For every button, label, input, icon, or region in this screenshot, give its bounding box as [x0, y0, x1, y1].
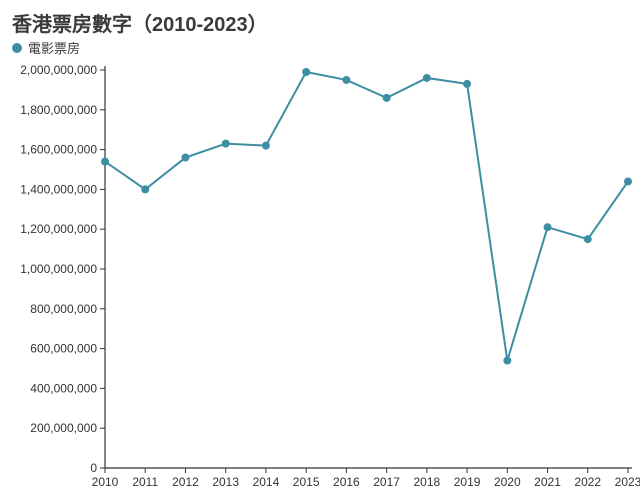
x-tick-label: 2023 — [615, 475, 640, 489]
data-point — [423, 74, 431, 82]
line-chart: 0 200,000,000 400,000,000 600,000,000 800,00… — [0, 0, 640, 501]
x-tick-label: 2020 — [494, 475, 521, 489]
x-tick-label: 2011 — [132, 475, 158, 489]
data-point — [503, 357, 511, 365]
data-point — [302, 68, 310, 76]
x-tick-label: 2012 — [172, 475, 199, 489]
data-point — [181, 154, 189, 162]
x-tick-label: 2022 — [574, 475, 601, 489]
x-tick-label: 2015 — [293, 475, 320, 489]
x-tick-label: 2010 — [92, 475, 119, 489]
y-tick-label: 600,000,000 — [30, 342, 97, 356]
y-tick-label: 1,000,000,000 — [20, 262, 97, 276]
legend: 電影票房 — [12, 38, 80, 57]
data-point — [222, 140, 230, 148]
y-tick-label: 1,600,000,000 — [20, 143, 97, 157]
data-point — [101, 158, 109, 166]
y-tick-label: 1,200,000,000 — [20, 222, 97, 236]
x-tick-label: 2017 — [373, 475, 400, 489]
data-point — [584, 235, 592, 243]
data-point — [463, 80, 471, 88]
x-tick-label: 2013 — [212, 475, 239, 489]
data-point — [624, 177, 632, 185]
data-point — [383, 94, 391, 102]
data-point — [342, 76, 350, 84]
series-line — [105, 72, 628, 361]
chart-container: 香港票房數字（2010-2023） 電影票房 0 200,000,000 400,0… — [0, 0, 640, 501]
y-tick-label: 200,000,000 — [30, 421, 97, 435]
y-tick-label: 1,400,000,000 — [20, 182, 97, 196]
data-point — [544, 223, 552, 231]
y-tick-label: 0 — [90, 461, 97, 475]
data-point — [262, 142, 270, 150]
y-tick-label: 1,800,000,000 — [20, 103, 97, 117]
chart-title: 香港票房數字（2010-2023） — [12, 8, 268, 37]
legend-label: 電影票房 — [28, 38, 80, 57]
x-tick-label: 2018 — [413, 475, 440, 489]
y-tick-label: 800,000,000 — [30, 302, 97, 316]
x-tick-label: 2021 — [534, 475, 561, 489]
legend-marker — [12, 43, 22, 53]
y-tick-label: 2,000,000,000 — [20, 63, 97, 77]
x-tick-label: 2019 — [454, 475, 481, 489]
data-point — [141, 185, 149, 193]
x-tick-label: 2016 — [333, 475, 360, 489]
x-tick-label: 2014 — [253, 475, 280, 489]
y-tick-label: 400,000,000 — [30, 381, 97, 395]
